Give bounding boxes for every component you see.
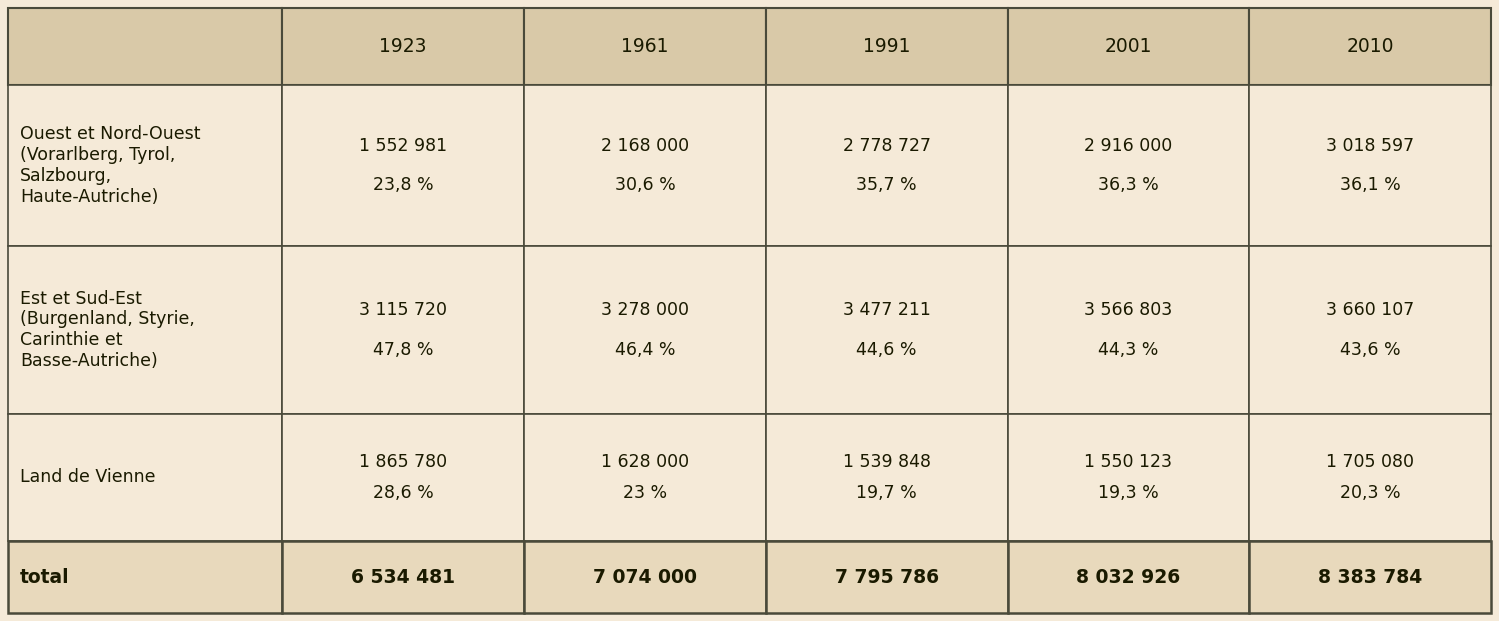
Bar bbox=[282, 541, 525, 613]
Text: 1923: 1923 bbox=[379, 37, 427, 57]
Bar bbox=[766, 541, 1007, 613]
Bar bbox=[1007, 541, 1249, 613]
Bar bbox=[1249, 414, 1492, 541]
Text: 1 552 981: 1 552 981 bbox=[360, 137, 447, 155]
Bar bbox=[282, 86, 525, 246]
Text: 19,3 %: 19,3 % bbox=[1099, 484, 1159, 502]
Text: 35,7 %: 35,7 % bbox=[856, 176, 917, 194]
Bar bbox=[1007, 246, 1249, 414]
Bar bbox=[282, 414, 525, 541]
Text: 3 115 720: 3 115 720 bbox=[360, 301, 447, 319]
Text: Land de Vienne: Land de Vienne bbox=[19, 468, 156, 486]
Text: 3 566 803: 3 566 803 bbox=[1084, 301, 1172, 319]
Text: Est et Sud-Est
(Burgenland, Styrie,
Carinthie et
Basse-Autriche): Est et Sud-Est (Burgenland, Styrie, Cari… bbox=[19, 289, 195, 370]
Text: 44,6 %: 44,6 % bbox=[856, 341, 917, 359]
Bar bbox=[1249, 8, 1492, 86]
Text: 3 278 000: 3 278 000 bbox=[601, 301, 690, 319]
Text: 20,3 %: 20,3 % bbox=[1340, 484, 1400, 502]
Bar bbox=[7, 86, 282, 246]
Text: total: total bbox=[19, 568, 69, 586]
Text: 23,8 %: 23,8 % bbox=[373, 176, 433, 194]
Text: 6 534 481: 6 534 481 bbox=[351, 568, 456, 586]
Bar bbox=[525, 8, 766, 86]
Text: 1991: 1991 bbox=[863, 37, 910, 57]
Text: 7 795 786: 7 795 786 bbox=[835, 568, 938, 586]
Bar bbox=[1249, 541, 1492, 613]
Bar bbox=[525, 86, 766, 246]
Text: 30,6 %: 30,6 % bbox=[615, 176, 676, 194]
Bar bbox=[766, 246, 1007, 414]
Bar bbox=[766, 86, 1007, 246]
Text: 8 383 784: 8 383 784 bbox=[1318, 568, 1423, 586]
Text: 44,3 %: 44,3 % bbox=[1099, 341, 1159, 359]
Text: 3 018 597: 3 018 597 bbox=[1327, 137, 1414, 155]
Bar bbox=[7, 246, 282, 414]
Text: 2001: 2001 bbox=[1105, 37, 1153, 57]
Bar bbox=[282, 246, 525, 414]
Text: 2 916 000: 2 916 000 bbox=[1084, 137, 1172, 155]
Text: 36,1 %: 36,1 % bbox=[1340, 176, 1400, 194]
Text: 1 539 848: 1 539 848 bbox=[842, 453, 931, 471]
Text: 3 660 107: 3 660 107 bbox=[1327, 301, 1414, 319]
Bar bbox=[1007, 86, 1249, 246]
Text: 1 550 123: 1 550 123 bbox=[1084, 453, 1172, 471]
Bar bbox=[525, 541, 766, 613]
Bar bbox=[1249, 246, 1492, 414]
Bar bbox=[1249, 86, 1492, 246]
Text: 2 778 727: 2 778 727 bbox=[842, 137, 931, 155]
Text: 1961: 1961 bbox=[621, 37, 669, 57]
Text: 28,6 %: 28,6 % bbox=[373, 484, 433, 502]
Bar bbox=[1007, 8, 1249, 86]
Text: 8 032 926: 8 032 926 bbox=[1076, 568, 1181, 586]
Text: 47,8 %: 47,8 % bbox=[373, 341, 433, 359]
Bar bbox=[7, 541, 282, 613]
Bar bbox=[766, 414, 1007, 541]
Text: 1 705 080: 1 705 080 bbox=[1327, 453, 1414, 471]
Text: 7 074 000: 7 074 000 bbox=[594, 568, 697, 586]
Text: 1 865 780: 1 865 780 bbox=[360, 453, 447, 471]
Text: 19,7 %: 19,7 % bbox=[856, 484, 917, 502]
Text: 46,4 %: 46,4 % bbox=[615, 341, 675, 359]
Bar bbox=[7, 8, 282, 86]
Text: 1 628 000: 1 628 000 bbox=[601, 453, 690, 471]
Bar bbox=[525, 246, 766, 414]
Text: 43,6 %: 43,6 % bbox=[1340, 341, 1400, 359]
Bar bbox=[7, 414, 282, 541]
Bar bbox=[1007, 414, 1249, 541]
Text: 2010: 2010 bbox=[1346, 37, 1394, 57]
Bar bbox=[766, 8, 1007, 86]
Text: 3 477 211: 3 477 211 bbox=[842, 301, 931, 319]
Bar bbox=[525, 414, 766, 541]
Bar bbox=[282, 8, 525, 86]
Text: 36,3 %: 36,3 % bbox=[1099, 176, 1159, 194]
Text: Ouest et Nord-Ouest
(Vorarlberg, Tyrol,
Salzbourg,
Haute-Autriche): Ouest et Nord-Ouest (Vorarlberg, Tyrol, … bbox=[19, 125, 201, 206]
Text: 2 168 000: 2 168 000 bbox=[601, 137, 690, 155]
Text: 23 %: 23 % bbox=[624, 484, 667, 502]
